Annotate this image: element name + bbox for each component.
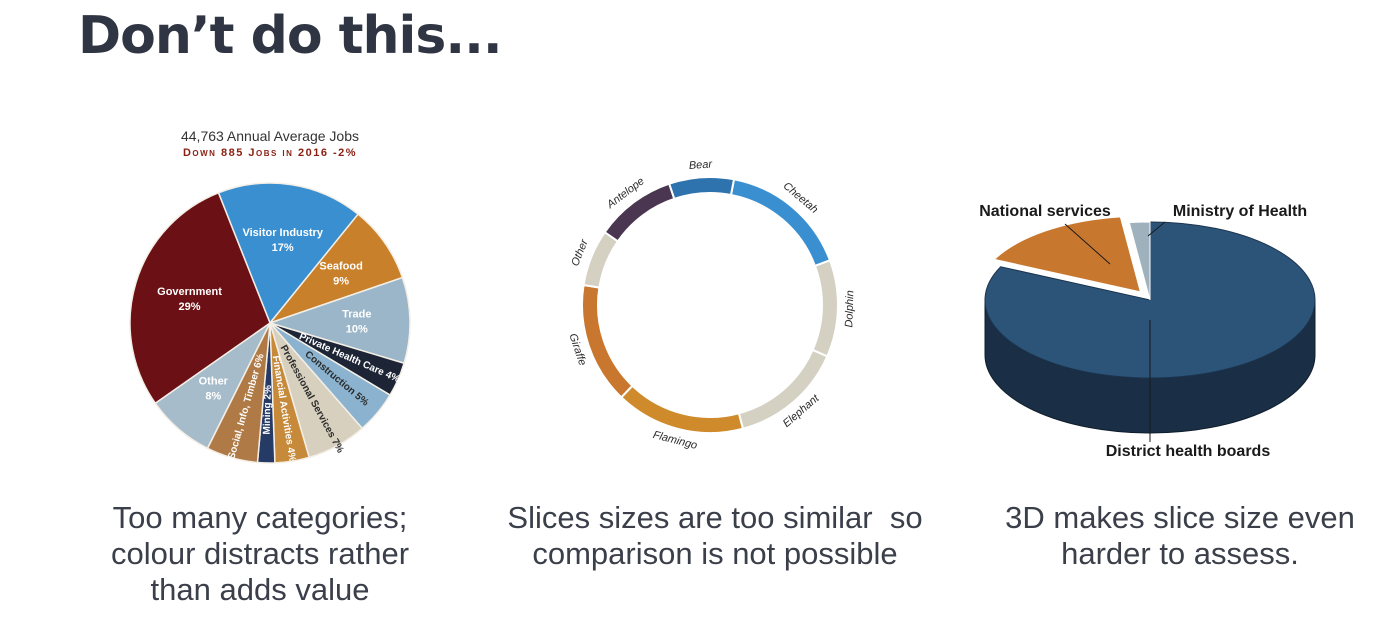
leader-line-ministry-of-health [1147,221,1166,237]
pie-slice-government [129,191,271,405]
caption-line: than adds value [150,572,370,607]
pie-slice-visitor-industry [217,182,360,325]
health-3d-pie-panel: National services Ministry of Health Distr… [960,120,1360,480]
donut-slice-other [582,230,620,289]
slice-value-government: 29% [179,301,201,313]
pie3d-label-district-health-boards: District health boards [1106,443,1271,460]
pie-slice-trade [267,276,411,365]
donut-slice-flamingo [619,384,745,434]
slice-value-trade: 10% [346,323,368,335]
slice-label-trade: Trade [342,308,371,320]
caption-3d: 3D makes slice size even harder to asses… [990,500,1370,572]
slice-label-government: Government [157,286,222,298]
slice-value-visitor-industry: 17% [272,242,294,254]
caption-line: 3D makes slice size even [1005,500,1355,535]
leader-line-national-services [1064,223,1111,265]
slice-value-seafood: 9% [333,275,349,287]
pie3d-label-national-services: National services [979,203,1111,220]
slice-label-mining: Mining 2% [262,385,274,435]
jobs-pie-title: 44,763 Annual Average Jobs [180,128,359,144]
pie3d-label-ministry-of-health: Ministry of Health [1173,203,1307,220]
animals-donut-chart: CheetahDolphinElephantFlamingoGiraffeOth… [566,158,856,452]
caption-categories: Too many categories; colour distracts ra… [80,500,440,608]
page-title: Don’t do this... [78,6,503,66]
donut-slice-dolphin [811,259,839,358]
jobs-pie-panel: 44,763 Annual Average Jobs Down 885 Jobs… [40,120,500,480]
caption-line: colour distracts rather [110,536,410,571]
donut-label-dolphin: Dolphin [843,290,856,328]
pie3d-slice-national-services [989,214,1144,296]
slice-value-other: 8% [205,391,221,403]
caption-line: Too many categories; [112,500,408,535]
jobs-pie-subtitle: Down 885 Jobs in 2016 -2% [182,147,358,159]
donut-slice-cheetah [729,178,832,268]
caption-line: Slices sizes are too similar so [507,500,923,535]
jobs-pie-chart: Visitor Industry17%Seafood9%Trade10%Priv… [129,182,411,464]
caption-line: harder to assess. [1061,536,1299,571]
health-3d-pie-chart: National services Ministry of Health Distr… [979,203,1316,460]
caption-similar-slices: Slices sizes are too similar so comparis… [490,500,940,572]
donut-label-other: Other [569,237,591,268]
donut-slice-elephant [737,348,829,430]
donut-slice-bear [667,176,736,201]
slice-label-visitor-industry: Visitor Industry [242,227,323,239]
caption-line: comparison is not possible [532,536,898,571]
animals-donut-panel: Cheetah Dolphin Elephant Flamingo Giraffe Oth… [555,120,875,460]
donut-label-bear: Bear [688,158,713,172]
slice-label-seafood: Seafood [319,260,362,272]
donut-slice-giraffe [581,283,634,399]
pie3d-slice-ministry-of-health [1128,221,1151,301]
slice-label-other: Other [199,376,229,388]
donut-label-giraffe: Giraffe [566,332,588,367]
